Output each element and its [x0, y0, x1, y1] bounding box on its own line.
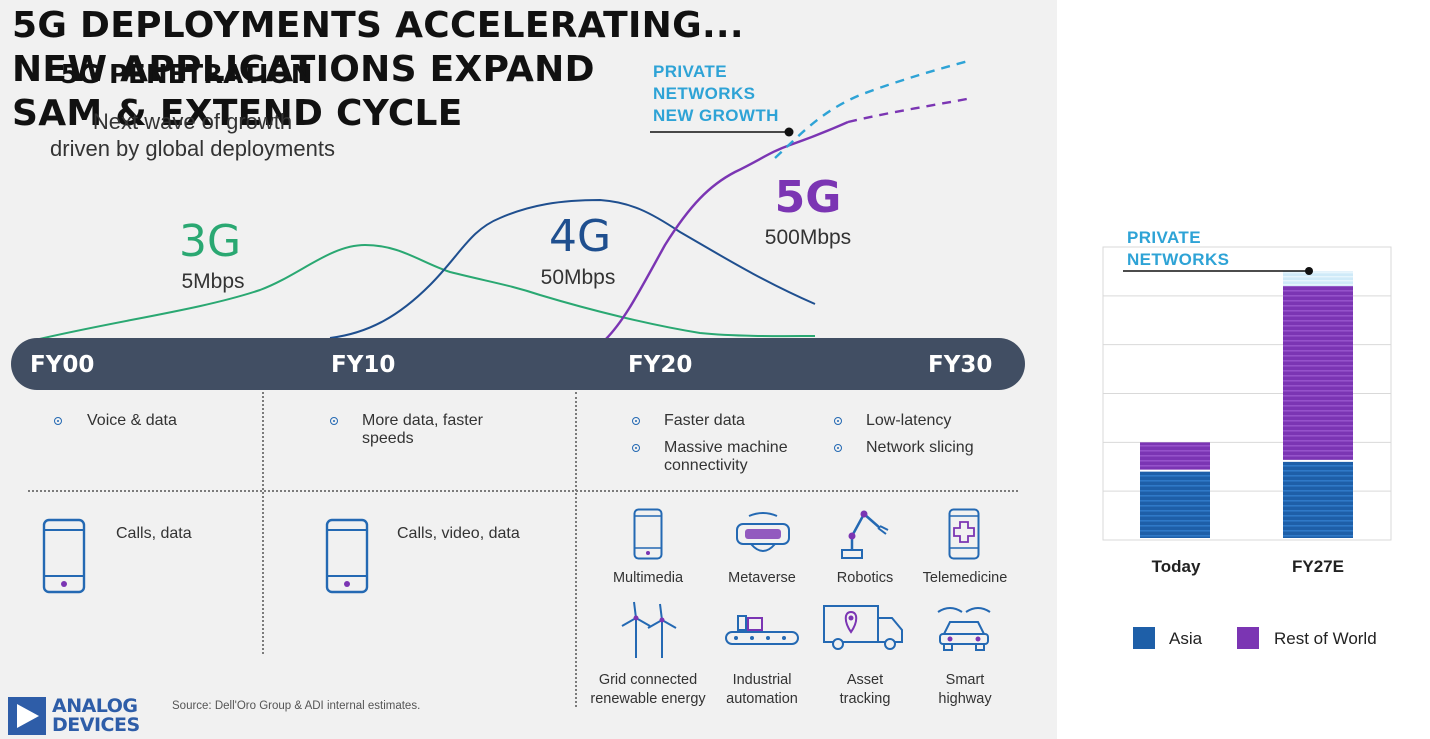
analog-devices-logo: [8, 697, 46, 735]
category-label-fy27e: FY27E: [1292, 557, 1344, 576]
telemedicine-icon: [948, 508, 980, 560]
gen-label-3g: 3G: [178, 216, 242, 267]
app-label-multimedia: Multimedia: [612, 570, 684, 586]
bar-segment-asia-today: [1140, 471, 1210, 538]
smart-car-icon: [937, 607, 991, 651]
curve-3g: [34, 243, 816, 340]
headline: 5G DEPLOYMENTS ACCELERATING... NEW APPLI…: [12, 4, 744, 136]
app-label-line: Asset: [846, 672, 884, 688]
app-label-robotics: Robotics: [836, 570, 894, 586]
app-label-asset-tracking: Asset tracking: [795, 671, 935, 709]
callout-line-1: PRIVATE: [1127, 228, 1201, 247]
vr-headset-icon: [736, 512, 790, 552]
callout-line-2: NETWORKS: [1127, 250, 1230, 269]
smartphone-icon: [42, 518, 86, 594]
callout-line-2: NETWORKS: [653, 84, 756, 103]
gen-label-4g: 4G: [548, 211, 612, 262]
callout-line-1: PRIVATE: [653, 62, 727, 81]
timeline-label-fy20: FY20: [628, 352, 693, 378]
private-networks-callout: PRIVATE NETWORKS NEW GROWTH: [653, 61, 779, 127]
curve-5g: [604, 120, 849, 340]
app-label-line: renewable energy: [590, 691, 706, 707]
app-label-metaverse: Metaverse: [728, 570, 796, 586]
headline-line-3: SAM & EXTEND CYCLE: [12, 93, 463, 134]
gen-speed-3g: 5Mbps: [181, 270, 245, 293]
app-label-line: highway: [938, 691, 992, 707]
bar-segment-private-networks-fy27e: [1283, 271, 1353, 287]
bullet-icon: [632, 444, 640, 452]
headline-line-2: NEW APPLICATIONS EXPAND: [12, 49, 595, 90]
timeline-label-fy30: FY30: [928, 352, 993, 378]
gen-speed-4g: 50Mbps: [540, 266, 616, 289]
legend-swatch-rest-of-world: [1237, 627, 1259, 649]
right-panel: [1057, 0, 1430, 739]
app-label-line: tracking: [839, 691, 891, 707]
logo-line-1: ANALOG: [52, 695, 138, 717]
legend-swatch-asia: [1133, 627, 1155, 649]
smartphone-icon: [325, 518, 369, 594]
smartphone-icon: [633, 508, 663, 560]
feature-low-latency: Low-latency: [866, 412, 952, 429]
bar-segment-rest-of-world-today: [1140, 442, 1210, 470]
headline-line-1: 5G DEPLOYMENTS ACCELERATING...: [12, 5, 744, 46]
chart-private-networks-callout: PRIVATE NETWORKS: [1127, 227, 1229, 271]
feature-massive-machine: Massive machine connectivity: [664, 439, 788, 475]
app-calls-video-data: Calls, video, data: [397, 525, 520, 542]
bullet-icon: [330, 417, 338, 425]
app-label-industrial: Industrial automation: [692, 671, 832, 709]
feature-voice-data: Voice & data: [87, 412, 177, 429]
generation-curves: [34, 58, 973, 340]
feature-faster-data: Faster data: [664, 412, 745, 429]
timeline-label-fy10: FY10: [331, 352, 396, 378]
bullet-icon: [632, 417, 640, 425]
app-label-line: Grid connected: [598, 672, 698, 688]
column-divider-1: [262, 392, 264, 654]
feature-line: speeds: [362, 430, 414, 447]
gen-speed-5g: 500Mbps: [764, 226, 852, 249]
timeline-label-fy00: FY00: [30, 352, 95, 378]
feature-line: More data, faster: [362, 412, 483, 429]
subtitle-line-2: driven by global deployments: [50, 136, 335, 161]
legend-label-asia: Asia: [1169, 629, 1203, 648]
bar-segment-asia-fy27e: [1283, 461, 1353, 538]
penetration-bar-chart: [1102, 246, 1392, 541]
source-note: Source: Dell'Oro Group & ADI internal es…: [172, 700, 421, 712]
app-label-line: automation: [726, 691, 798, 707]
bullet-icon: [834, 444, 842, 452]
logo-text: ANALOG DEVICES: [52, 697, 140, 735]
callout-dot: [784, 127, 794, 137]
curve-4g: [329, 198, 816, 339]
row-divider: [28, 490, 1018, 492]
curve-private-networks: [774, 58, 973, 159]
subtitle-line-1: Next wave of growth: [92, 109, 293, 134]
timeline-bar: [11, 338, 1025, 390]
robot-arm-icon: [841, 510, 889, 559]
chart-title: 5G PENETRATION: [60, 60, 313, 90]
private-networks-dot: [1305, 267, 1313, 275]
app-label-line: Industrial: [732, 672, 792, 688]
app-label-smart-highway: Smart highway: [895, 671, 1035, 709]
feature-network-slicing: Network slicing: [866, 439, 974, 456]
wind-turbine-icon: [621, 601, 677, 658]
bullet-icon: [834, 417, 842, 425]
feature-line: connectivity: [664, 457, 748, 474]
category-label-today: Today: [1151, 557, 1201, 576]
gen-label-5g: 5G: [774, 172, 842, 223]
app-label-renewable: Grid connected renewable energy: [578, 671, 718, 709]
callout-line-3: NEW GROWTH: [653, 106, 779, 125]
legend-label-rest-of-world: Rest of World: [1274, 629, 1377, 648]
delivery-truck-icon: [823, 605, 903, 650]
bar-segment-rest-of-world-fy27e: [1283, 286, 1353, 460]
app-calls-data: Calls, data: [116, 525, 192, 542]
chart-subtitle: Next wave of growth driven by global dep…: [0, 108, 385, 162]
curve-5g-forecast: [847, 96, 973, 124]
bullet-icon: [54, 417, 62, 425]
conveyor-icon: [725, 615, 799, 645]
app-label-telemedicine: Telemedicine: [922, 570, 1008, 586]
logo-line-2: DEVICES: [52, 714, 140, 736]
column-divider-2: [575, 392, 577, 707]
app-label-line: Smart: [945, 672, 985, 688]
feature-line: Massive machine: [664, 439, 788, 456]
feature-more-data: More data, faster speeds: [362, 412, 483, 448]
